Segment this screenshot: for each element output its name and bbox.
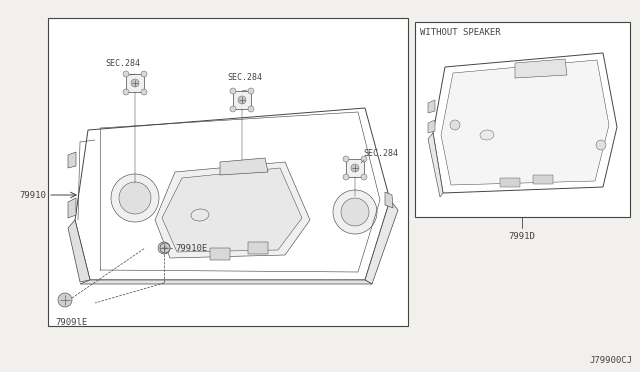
Polygon shape xyxy=(210,248,230,260)
Polygon shape xyxy=(68,152,76,168)
Polygon shape xyxy=(68,220,90,282)
Circle shape xyxy=(158,242,170,254)
Text: 79910E: 79910E xyxy=(175,244,207,253)
Polygon shape xyxy=(428,120,435,133)
Polygon shape xyxy=(428,100,435,113)
Text: SEC.284: SEC.284 xyxy=(105,59,140,68)
Circle shape xyxy=(343,156,349,162)
Circle shape xyxy=(131,79,139,87)
Polygon shape xyxy=(433,53,617,193)
Bar xyxy=(233,91,251,109)
Text: 7909lE: 7909lE xyxy=(55,318,87,327)
Polygon shape xyxy=(365,200,398,284)
Polygon shape xyxy=(441,60,609,185)
Circle shape xyxy=(361,174,367,180)
Text: WITHOUT SPEAKER: WITHOUT SPEAKER xyxy=(420,28,500,37)
Circle shape xyxy=(141,71,147,77)
Circle shape xyxy=(160,243,170,253)
Circle shape xyxy=(119,182,151,214)
Circle shape xyxy=(230,106,236,112)
Polygon shape xyxy=(220,158,268,175)
Circle shape xyxy=(111,174,159,222)
Circle shape xyxy=(450,120,460,130)
Bar xyxy=(48,18,408,326)
Circle shape xyxy=(596,140,606,150)
Polygon shape xyxy=(155,162,310,258)
Circle shape xyxy=(230,88,236,94)
Circle shape xyxy=(58,293,72,307)
Polygon shape xyxy=(80,280,372,284)
Polygon shape xyxy=(533,175,553,184)
Polygon shape xyxy=(68,198,76,218)
Circle shape xyxy=(248,106,254,112)
Polygon shape xyxy=(428,133,443,197)
Circle shape xyxy=(123,71,129,77)
Polygon shape xyxy=(162,168,302,252)
Text: 7991D: 7991D xyxy=(509,232,536,241)
Bar xyxy=(346,159,364,177)
Circle shape xyxy=(238,96,246,104)
Polygon shape xyxy=(248,242,268,254)
Text: SEC.284: SEC.284 xyxy=(227,73,262,82)
Circle shape xyxy=(123,89,129,95)
Polygon shape xyxy=(515,59,567,78)
Circle shape xyxy=(248,88,254,94)
Polygon shape xyxy=(385,192,393,208)
Bar xyxy=(415,22,630,217)
Circle shape xyxy=(343,174,349,180)
Circle shape xyxy=(141,89,147,95)
Text: 79910: 79910 xyxy=(19,190,46,199)
Circle shape xyxy=(361,156,367,162)
Ellipse shape xyxy=(480,130,494,140)
Bar xyxy=(126,74,144,92)
Text: J79900CJ: J79900CJ xyxy=(589,356,632,365)
Circle shape xyxy=(333,190,377,234)
Circle shape xyxy=(341,198,369,226)
Polygon shape xyxy=(500,178,520,187)
Circle shape xyxy=(351,164,359,172)
Ellipse shape xyxy=(191,209,209,221)
Polygon shape xyxy=(75,108,390,280)
Text: SEC.284: SEC.284 xyxy=(363,149,398,158)
